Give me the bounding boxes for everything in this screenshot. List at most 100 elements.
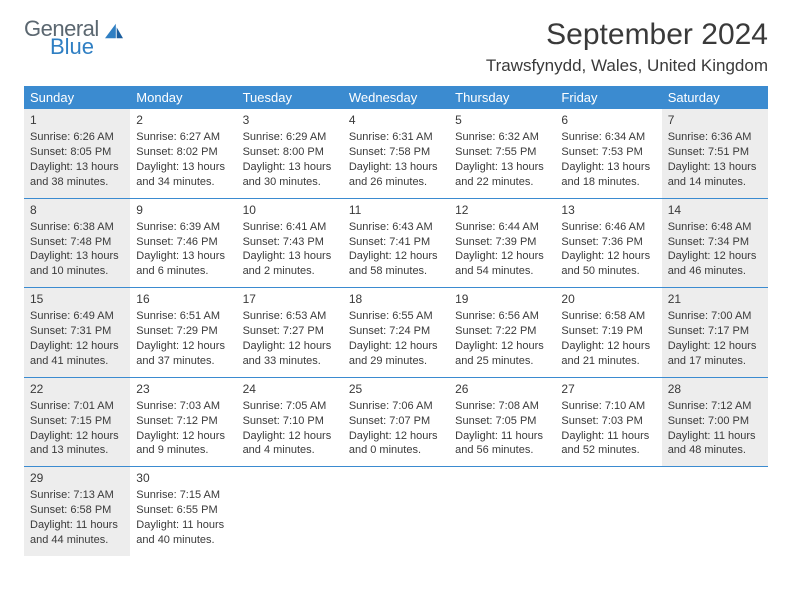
cell-sunrise: Sunrise: 6:48 AM xyxy=(668,220,762,235)
cell-dl1: Daylight: 13 hours xyxy=(455,160,549,175)
cell-dl2: and 56 minutes. xyxy=(455,443,549,458)
cell-dl2: and 4 minutes. xyxy=(243,443,337,458)
day-cell-empty xyxy=(449,467,555,556)
day-cell-empty xyxy=(662,467,768,556)
cell-sunrise: Sunrise: 7:13 AM xyxy=(30,488,124,503)
cell-sunrise: Sunrise: 6:34 AM xyxy=(561,130,655,145)
cell-dl1: Daylight: 12 hours xyxy=(136,339,230,354)
day-cell-20: 20Sunrise: 6:58 AMSunset: 7:19 PMDayligh… xyxy=(555,288,661,378)
cell-dl2: and 22 minutes. xyxy=(455,175,549,190)
day-number: 5 xyxy=(455,112,549,128)
cell-dl2: and 41 minutes. xyxy=(30,354,124,369)
day-cell-23: 23Sunrise: 7:03 AMSunset: 7:12 PMDayligh… xyxy=(130,377,236,467)
logo: General Blue xyxy=(24,18,125,58)
cell-dl1: Daylight: 11 hours xyxy=(668,429,762,444)
calendar-table: SundayMondayTuesdayWednesdayThursdayFrid… xyxy=(24,86,768,556)
day-cell-21: 21Sunrise: 7:00 AMSunset: 7:17 PMDayligh… xyxy=(662,288,768,378)
day-cell-18: 18 Sunrise: 6:55 AMSunset: 7:24 PMDayligh… xyxy=(343,288,449,378)
week-row: 22Sunrise: 7:01 AMSunset: 7:15 PMDayligh… xyxy=(24,377,768,467)
cell-dl1: Daylight: 12 hours xyxy=(561,339,655,354)
day-number: 13 xyxy=(561,202,655,218)
cell-sunset: Sunset: 7:36 PM xyxy=(561,235,655,250)
cell-dl1: Daylight: 11 hours xyxy=(455,429,549,444)
cell-dl2: and 2 minutes. xyxy=(243,264,337,279)
cell-dl2: and 13 minutes. xyxy=(30,443,124,458)
cell-sunrise: Sunrise: 6:44 AM xyxy=(455,220,549,235)
day-number: 8 xyxy=(30,202,124,218)
week-row: 15Sunrise: 6:49 AMSunset: 7:31 PMDayligh… xyxy=(24,288,768,378)
day-cell-27: 27Sunrise: 7:10 AMSunset: 7:03 PMDayligh… xyxy=(555,377,661,467)
cell-dl2: and 18 minutes. xyxy=(561,175,655,190)
day-number: 1 xyxy=(30,112,124,128)
cell-sunset: Sunset: 7:27 PM xyxy=(243,324,337,339)
cell-sunrise: Sunrise: 6:27 AM xyxy=(136,130,230,145)
logo-blue: Blue xyxy=(50,36,99,58)
cell-sunset: Sunset: 7:48 PM xyxy=(30,235,124,250)
cell-sunrise: Sunrise: 6:36 AM xyxy=(668,130,762,145)
cell-dl2: and 52 minutes. xyxy=(561,443,655,458)
logo-text: General Blue xyxy=(24,18,99,58)
day-number: 17 xyxy=(243,291,337,307)
cell-sunset: Sunset: 7:15 PM xyxy=(30,414,124,429)
day-number: 18 xyxy=(349,291,443,307)
cell-sunrise: Sunrise: 7:06 AM xyxy=(349,399,443,414)
cell-dl1: Daylight: 12 hours xyxy=(30,339,124,354)
day-cell-4: 4Sunrise: 6:31 AMSunset: 7:58 PMDaylight… xyxy=(343,109,449,198)
day-cell-empty xyxy=(237,467,343,556)
day-number: 10 xyxy=(243,202,337,218)
cell-dl2: and 58 minutes. xyxy=(349,264,443,279)
cell-dl1: Daylight: 12 hours xyxy=(136,429,230,444)
day-cell-17: 17Sunrise: 6:53 AMSunset: 7:27 PMDayligh… xyxy=(237,288,343,378)
cell-dl2: and 14 minutes. xyxy=(668,175,762,190)
cell-dl1: Daylight: 13 hours xyxy=(668,160,762,175)
day-number: 19 xyxy=(455,291,549,307)
day-cell-2: 2Sunrise: 6:27 AMSunset: 8:02 PMDaylight… xyxy=(130,109,236,198)
cell-dl1: Daylight: 12 hours xyxy=(243,429,337,444)
cell-dl1: Daylight: 12 hours xyxy=(561,249,655,264)
cell-sunrise: Sunrise: 7:01 AM xyxy=(30,399,124,414)
week-row: 29Sunrise: 7:13 AMSunset: 6:58 PMDayligh… xyxy=(24,467,768,556)
cell-sunrise: Sunrise: 7:12 AM xyxy=(668,399,762,414)
cell-sunset: Sunset: 7:07 PM xyxy=(349,414,443,429)
day-number: 14 xyxy=(668,202,762,218)
cell-dl2: and 33 minutes. xyxy=(243,354,337,369)
day-number: 24 xyxy=(243,381,337,397)
cell-sunrise: Sunrise: 6:51 AM xyxy=(136,309,230,324)
cell-sunrise: Sunrise: 6:39 AM xyxy=(136,220,230,235)
cell-dl1: Daylight: 13 hours xyxy=(243,249,337,264)
day-number: 6 xyxy=(561,112,655,128)
cell-dl1: Daylight: 13 hours xyxy=(30,160,124,175)
cell-sunset: Sunset: 7:39 PM xyxy=(455,235,549,250)
cell-dl2: and 30 minutes. xyxy=(243,175,337,190)
cell-dl1: Daylight: 13 hours xyxy=(136,160,230,175)
day-header-saturday: Saturday xyxy=(662,86,768,109)
cell-sunrise: Sunrise: 6:49 AM xyxy=(30,309,124,324)
location: Trawsfynydd, Wales, United Kingdom xyxy=(486,56,768,76)
day-cell-25: 25Sunrise: 7:06 AMSunset: 7:07 PMDayligh… xyxy=(343,377,449,467)
cell-dl1: Daylight: 12 hours xyxy=(349,249,443,264)
cell-sunrise: Sunrise: 7:08 AM xyxy=(455,399,549,414)
day-cell-5: 5Sunrise: 6:32 AMSunset: 7:55 PMDaylight… xyxy=(449,109,555,198)
cell-dl1: Daylight: 11 hours xyxy=(30,518,124,533)
calendar-body: 1Sunrise: 6:26 AMSunset: 8:05 PMDaylight… xyxy=(24,109,768,556)
day-header-row: SundayMondayTuesdayWednesdayThursdayFrid… xyxy=(24,86,768,109)
day-cell-19: 19Sunrise: 6:56 AMSunset: 7:22 PMDayligh… xyxy=(449,288,555,378)
cell-sunrise: Sunrise: 6:31 AM xyxy=(349,130,443,145)
cell-sunset: Sunset: 6:55 PM xyxy=(136,503,230,518)
cell-sunset: Sunset: 7:17 PM xyxy=(668,324,762,339)
cell-dl2: and 26 minutes. xyxy=(349,175,443,190)
cell-dl2: and 40 minutes. xyxy=(136,533,230,548)
cell-sunset: Sunset: 7:22 PM xyxy=(455,324,549,339)
cell-sunrise: Sunrise: 6:55 AM xyxy=(349,309,443,324)
cell-sunrise: Sunrise: 6:41 AM xyxy=(243,220,337,235)
cell-dl1: Daylight: 12 hours xyxy=(349,339,443,354)
day-number: 11 xyxy=(349,202,443,218)
day-header-thursday: Thursday xyxy=(449,86,555,109)
week-row: 8Sunrise: 6:38 AMSunset: 7:48 PMDaylight… xyxy=(24,198,768,288)
cell-sunset: Sunset: 7:24 PM xyxy=(349,324,443,339)
cell-dl1: Daylight: 12 hours xyxy=(243,339,337,354)
cell-sunrise: Sunrise: 6:56 AM xyxy=(455,309,549,324)
cell-dl1: Daylight: 13 hours xyxy=(243,160,337,175)
cell-dl1: Daylight: 13 hours xyxy=(30,249,124,264)
cell-dl1: Daylight: 12 hours xyxy=(349,429,443,444)
